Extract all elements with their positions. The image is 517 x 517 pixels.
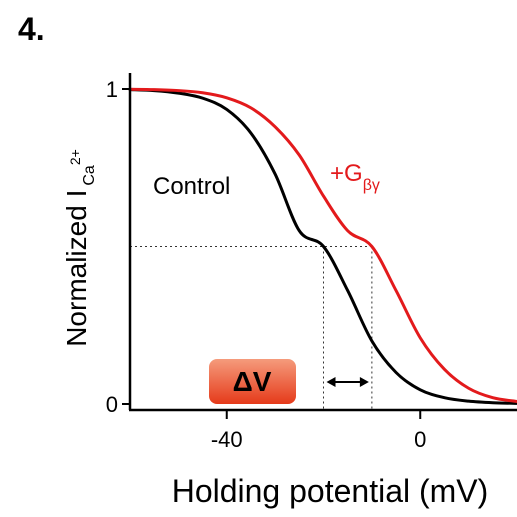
- y-axis-label-sub: Ca: [81, 165, 98, 186]
- axes-layer: [128, 73, 517, 412]
- control-series-label: Control: [153, 173, 230, 200]
- y-tick-label: 1: [106, 77, 118, 102]
- control-curve: [128, 88, 517, 405]
- panel-label: 4.: [18, 11, 45, 47]
- ticks-layer: 0 1 -40 0: [106, 77, 427, 452]
- gbetagamma-curve: [128, 87, 517, 403]
- x-tick-label: -40: [211, 427, 243, 452]
- delta-v-badge: ΔV: [209, 359, 296, 404]
- delta-v-arrowhead-right: [359, 377, 369, 387]
- delta-v-label: ΔV: [233, 366, 272, 397]
- delta-v-box: [209, 359, 296, 404]
- y-axis-label-main: Normalized I: [61, 190, 92, 347]
- x-tick-label: 0: [414, 427, 426, 452]
- delta-v-arrowhead-left: [326, 377, 336, 387]
- y-axis-label: Normalized I Ca2+: [61, 149, 98, 347]
- gbetagamma-series-label: +Gβγ: [330, 160, 380, 194]
- series-layer: [128, 87, 517, 405]
- x-axis-label: Holding potential (mV): [172, 473, 489, 509]
- svg-text:Normalized ICa2+: Normalized I Ca2+: [61, 149, 98, 347]
- gbetagamma-label-main: +G: [330, 160, 363, 187]
- delta-v-arrow: [326, 377, 369, 387]
- y-tick-label: 0: [106, 392, 118, 417]
- y-axis-label-sup: 2+: [67, 149, 83, 165]
- gbetagamma-label-subscript: βγ: [363, 177, 380, 194]
- midpoint-guides: [130, 246, 373, 410]
